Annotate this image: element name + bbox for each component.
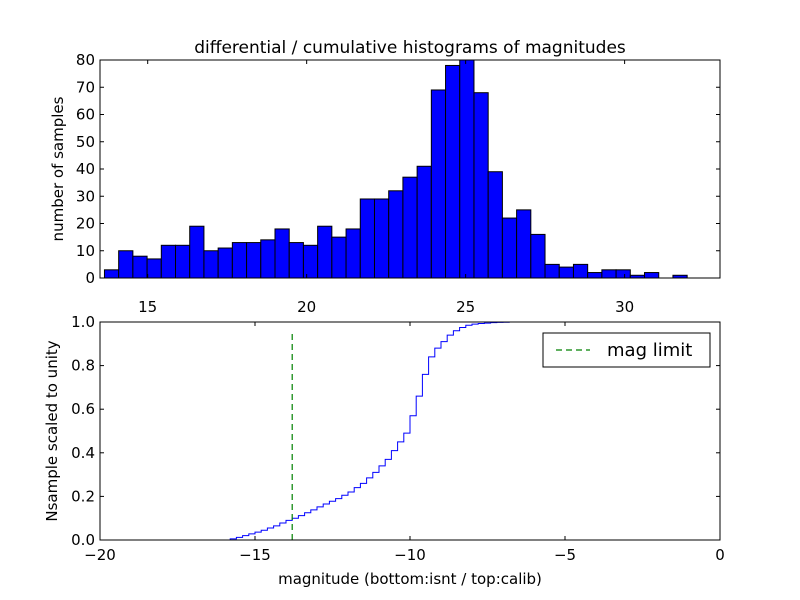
y-tick-label: 10 [76,242,95,260]
y-tick-label: 0.8 [71,357,95,375]
histogram-bar [160,244,177,279]
histogram-bar [189,225,205,279]
y-tick-label: 30 [76,187,95,205]
x-tick-label: −15 [239,546,271,564]
histogram-bar [530,233,546,279]
x-tick-label: 0 [715,546,725,564]
y-tick-label: 0.2 [71,487,95,505]
y-tick-label: 40 [76,160,95,178]
histogram-bar [587,272,603,279]
histogram-bar [388,190,404,279]
histogram-bar [203,250,219,279]
cumulative-frame [99,321,721,541]
histogram-x-ticks: 15 20 25 30 [138,60,634,316]
histogram-bar [317,225,333,279]
histogram-bar [103,269,120,279]
x-tick-label: −10 [394,546,426,564]
histogram-y-ticks: 0 10 20 30 40 50 60 70 80 [76,51,720,287]
histogram-bar [402,176,418,279]
histogram-bar [246,242,262,279]
histogram-bar [601,269,617,279]
y-tick-label: 0.6 [71,400,95,418]
cumulative-step-line [100,321,720,541]
histogram-bar [615,269,631,279]
histogram-bar [516,209,532,279]
y-tick-label: 20 [76,215,95,233]
histogram-bars [103,59,688,279]
y-tick-label: 50 [76,133,95,151]
histogram-bar [558,266,574,279]
histogram-bar [416,165,432,279]
histogram-bar [288,242,304,279]
cumulative-y-label: Nsample scaled to unity [43,340,61,521]
histogram-panel: differential / cumulative histograms of … [49,38,721,316]
y-tick-label: 0.0 [71,531,95,549]
histogram-bar [644,272,660,279]
histogram-bar [373,198,390,279]
histogram-bar [544,263,560,279]
histogram-bar [572,263,589,279]
cumulative-y-ticks: 0.0 0.2 0.4 0.6 0.8 1.0 [71,313,720,549]
y-tick-label: 60 [76,106,95,124]
histogram-bar [487,171,503,279]
chart-title: differential / cumulative histograms of … [194,38,626,58]
histogram-bar [331,236,347,279]
histogram-bar [459,59,475,279]
y-tick-label: 0 [85,269,95,287]
histogram-bar [430,89,447,279]
x-tick-label: −5 [554,546,576,564]
legend-label: mag limit [607,340,692,361]
histogram-bar [445,64,461,279]
histogram-bar [175,244,191,279]
histogram-bar [302,244,319,279]
histogram-y-label: number of samples [49,96,67,241]
x-tick-label: 20 [297,298,316,316]
x-tick-label: 30 [615,298,634,316]
histogram-bar [146,258,162,279]
legend: mag limit [542,332,711,368]
histogram-bar [359,198,375,279]
y-tick-label: 70 [76,78,95,96]
histogram-bar [217,247,233,279]
histogram-bar [473,92,489,279]
histogram-bar [132,255,148,279]
histogram-bar [501,217,518,279]
cumulative-panel: −20 −15 −10 −5 0 0.0 0.2 0.4 0.6 0.8 1.0 magnitud… [43,313,725,588]
y-tick-label: 0.4 [71,444,95,462]
histogram-bar [260,239,276,279]
histogram-frame [99,59,721,279]
x-tick-label: −20 [84,546,116,564]
histogram-bar [345,228,361,279]
cumulative-x-ticks: −20 −15 −10 −5 0 [84,322,725,564]
y-tick-label: 80 [76,51,95,69]
histogram-bar [231,242,248,279]
histogram-bar [274,228,290,279]
cumulative-x-label: magnitude (bottom:isnt / top:calib) [278,570,542,588]
x-tick-label: 15 [138,298,157,316]
y-tick-label: 1.0 [71,313,95,331]
x-tick-label: 25 [456,298,475,316]
histogram-bar [118,250,134,279]
